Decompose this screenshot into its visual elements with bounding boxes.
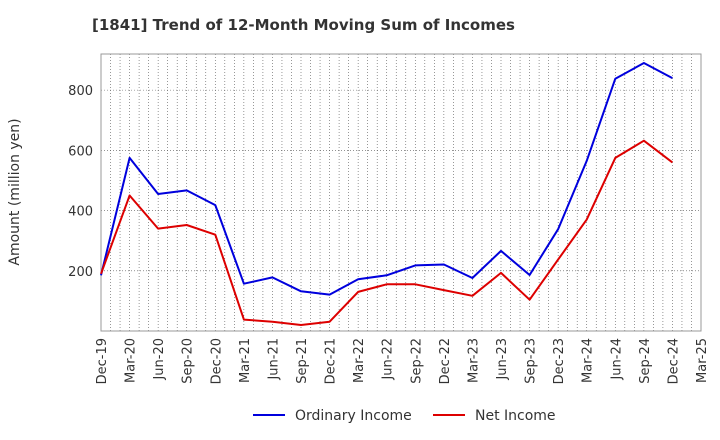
legend-label: Net Income <box>475 408 556 424</box>
y-tick-labels: 200 400 600 800 <box>68 84 93 280</box>
x-tick-label: Mar-20 <box>124 338 139 383</box>
x-tick-labels: Dec-19 Mar-20 Jun-20 Sep-20 Dec-20 Mar-21 Jun-… <box>95 338 710 384</box>
x-tick-label: Dec-24 <box>666 338 681 384</box>
x-tick-label: Jun-24 <box>609 338 624 381</box>
series-lines <box>100 62 674 326</box>
series-line-ordinary-income <box>100 62 673 296</box>
x-tick-label: Sep-22 <box>409 338 424 384</box>
plot-frame <box>100 53 702 332</box>
legend: Ordinary Income Net Income <box>253 408 556 424</box>
x-tick-label: Sep-24 <box>638 338 653 384</box>
x-tick-label: Jun-20 <box>152 338 167 381</box>
x-tick-label: Sep-20 <box>181 338 196 384</box>
x-tick-label: Sep-23 <box>524 338 539 384</box>
chart-title: [1841] Trend of 12-Month Moving Sum of I… <box>92 16 515 34</box>
x-tick-label: Mar-24 <box>581 338 596 383</box>
y-axis-label: Amount (million yen) <box>7 118 23 265</box>
legend-label: Ordinary Income <box>295 408 412 424</box>
x-tick-label: Jun-23 <box>495 338 510 381</box>
y-tick-label: 800 <box>68 84 93 99</box>
x-tick-label: Dec-23 <box>552 338 567 384</box>
vertical-gridlines <box>110 54 692 331</box>
y-tick-label: 400 <box>68 205 93 220</box>
x-tick-label: Dec-22 <box>438 338 453 384</box>
horizontal-gridlines <box>101 89 701 272</box>
x-tick-label: Jun-22 <box>381 338 396 381</box>
x-tick-label: Mar-21 <box>238 338 253 383</box>
x-tick-label: Dec-20 <box>209 338 224 384</box>
x-tick-label: Sep-21 <box>295 338 310 384</box>
x-tick-label: Jun-21 <box>266 338 281 381</box>
x-tick-label: Mar-25 <box>695 338 710 383</box>
x-tick-label: Dec-19 <box>95 338 110 384</box>
x-tick-label: Mar-23 <box>466 338 481 383</box>
x-tick-label: Mar-22 <box>352 338 367 383</box>
y-tick-label: 600 <box>68 144 93 159</box>
series-line-net-income <box>100 139 674 326</box>
x-tick-label: Dec-21 <box>324 338 339 384</box>
y-tick-label: 200 <box>68 265 93 280</box>
